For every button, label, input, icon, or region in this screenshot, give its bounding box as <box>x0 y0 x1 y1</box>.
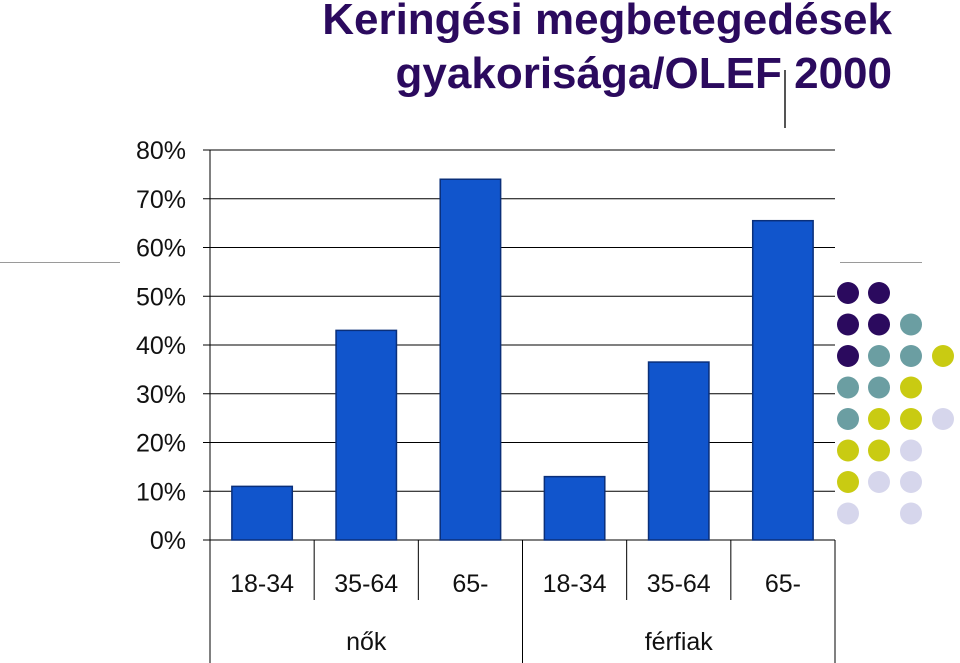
y-tick-label: 70% <box>136 186 186 214</box>
y-tick-label: 60% <box>136 235 186 263</box>
title-divider <box>784 70 786 128</box>
x-tick-label: 18-34 <box>543 570 607 598</box>
title-line-1: Keringési megbetegedések <box>322 0 892 44</box>
decor-dot <box>868 439 890 462</box>
decor-dot <box>837 345 859 367</box>
decor-dot <box>932 408 954 430</box>
x-tick-label: 65- <box>765 570 801 598</box>
y-tick-label: 0% <box>150 527 186 555</box>
y-tick-label: 30% <box>136 381 186 409</box>
decor-dot <box>900 439 922 462</box>
group-label: férfiak <box>645 628 714 656</box>
decor-dot <box>932 345 954 367</box>
y-tick-label: 10% <box>136 478 186 506</box>
y-tick-label: 20% <box>136 430 186 458</box>
decor-dot <box>837 408 859 430</box>
decor-line-right <box>840 262 922 263</box>
y-tick-label: 80% <box>136 137 186 165</box>
decor-dot <box>900 313 922 336</box>
bar-férfiak-35-64 <box>647 361 710 541</box>
x-tick-label: 65- <box>452 570 488 598</box>
decor-dot <box>868 471 890 493</box>
title-line-2: gyakorisága/OLEF 2000 <box>395 49 892 98</box>
decor-dot <box>900 376 922 399</box>
decor-dot <box>900 408 922 430</box>
decor-dot <box>868 345 890 367</box>
decor-dot <box>868 313 890 336</box>
decor-dot <box>868 282 890 304</box>
decor-dot <box>837 439 859 462</box>
decor-dot <box>837 376 859 399</box>
decor-dot <box>900 345 922 367</box>
decor-dot <box>837 471 859 493</box>
decor-dot <box>900 471 922 493</box>
decor-dot <box>900 502 922 525</box>
decor-dot <box>868 408 890 430</box>
bar-nők-65- <box>439 178 502 541</box>
x-tick-label: 35-64 <box>647 570 711 598</box>
y-tick-label: 50% <box>136 283 186 311</box>
bar-nők-18-34 <box>231 485 294 541</box>
y-tick-label: 40% <box>136 332 186 360</box>
decor-dot <box>837 282 859 304</box>
x-tick-label: 35-64 <box>334 570 398 598</box>
decor-dot <box>837 502 859 525</box>
x-tick-label: 18-34 <box>230 570 294 598</box>
decor-dot <box>837 313 859 336</box>
decor-line-left <box>0 262 120 263</box>
group-label: nők <box>346 628 387 656</box>
bar-férfiak-65- <box>751 219 814 541</box>
bar-nők-35-64 <box>335 329 398 541</box>
decor-dot <box>868 376 890 399</box>
bar-férfiak-18-34 <box>543 475 606 541</box>
